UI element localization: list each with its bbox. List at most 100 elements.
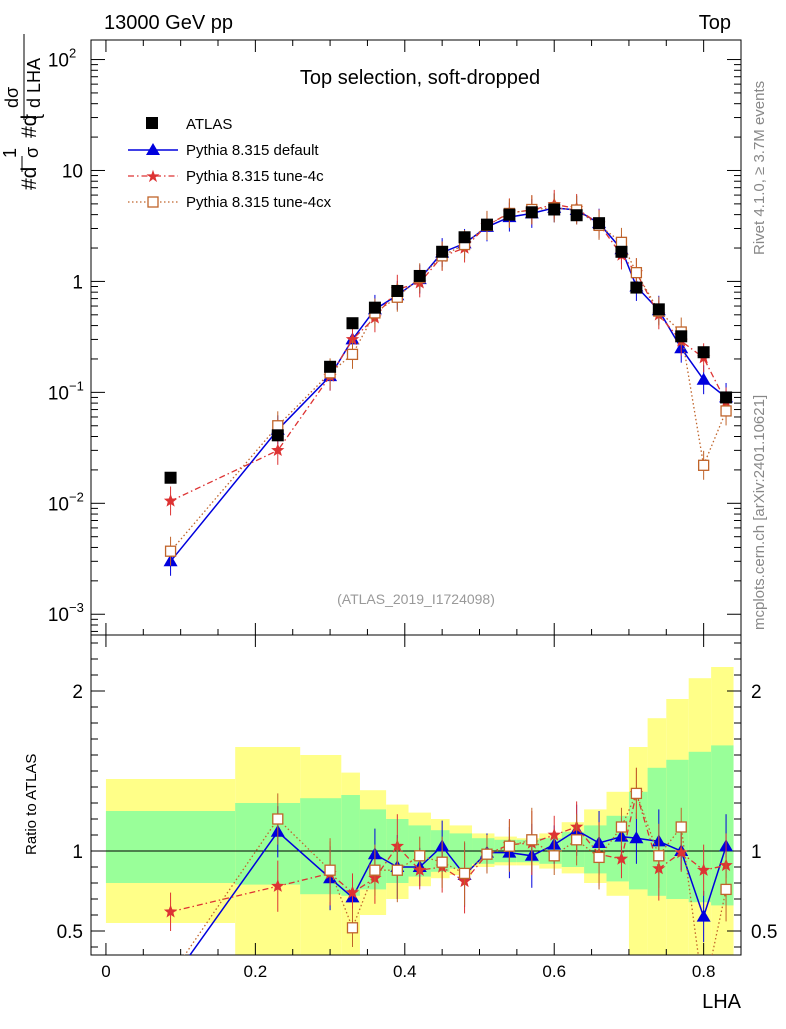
x-axis-label: LHA [702,991,742,1013]
ratio-ylabel: Ratio to ATLAS [23,754,40,855]
y-tick-label: 10 [48,494,69,515]
ratio-y-tick-label: 1 [72,842,83,863]
data-point-atlas [697,346,710,359]
data-point-atlas [368,301,381,314]
ratio-y-tick-label-right: 1 [751,842,762,863]
band-inner-bin [688,751,712,903]
ratio-uncertainty-bands [105,667,734,955]
y-tick-exponent: −3 [69,600,84,615]
data-point-tune4cx [481,848,493,860]
ylabel-brace: { [24,114,44,120]
y-tick-exponent: −2 [69,489,84,504]
ratio-panel-frame [90,634,742,956]
data-point-tune4cx [503,840,516,852]
main-series [163,189,734,576]
data-point-tune4cx [346,348,359,361]
data-point-tune4cx [346,922,359,934]
data-point-tune4c [345,885,360,899]
data-point-tune4cx [272,813,284,825]
band-inner-bin [647,767,667,896]
data-point-tune4cx [324,864,336,876]
data-point-tune4cx [369,864,381,876]
data-point-atlas [503,208,516,221]
legend: ATLAS Pythia 8.315 default ★ Pythia 8.31… [128,116,332,211]
legend-label-default: Pythia 8.315 default [186,142,319,159]
data-point-tune4c [674,845,688,859]
data-point-tune4cx [414,850,426,862]
data-point-tune4cx [548,850,560,862]
data-point-tune4c [697,863,711,876]
header-right: Top [699,12,731,34]
data-point-tune4cx [720,883,732,896]
y-tick-exponent: 2 [69,46,76,61]
y-tick-exponent: −1 [69,378,84,393]
legend-marker-atlas [146,117,158,129]
data-point-default [696,372,711,385]
legend-label-atlas: ATLAS [186,116,232,133]
data-point-atlas [164,471,177,484]
data-point-atlas [480,218,493,231]
data-point-tune4cx [615,821,628,833]
data-point-tune4cx [675,821,687,833]
x-tick-label: 0 [101,962,110,981]
band-inner-bin [341,795,360,896]
data-point-tune4cx [436,856,448,868]
legend-marker-tune4c: ★ [145,167,160,186]
ylabel-dlha: d LHA [24,58,44,108]
band-inner-bin [235,803,301,885]
side-version-label: Rivet 4.1.0, ≥ 3.7M events [751,81,768,255]
data-point-tune4c [271,443,285,456]
data-point-atlas [391,284,404,297]
band-inner-bin [105,811,236,883]
data-point-tune4cx [272,420,284,432]
data-point-atlas [413,269,426,282]
data-point-atlas [346,317,359,330]
data-point-tune4c [345,332,360,346]
data-point-atlas [436,245,449,258]
data-point-tune4cx [164,545,177,557]
y-tick-label: 10 [48,383,69,404]
data-point-tune4c [271,879,285,892]
data-point-tune4c [614,852,629,865]
ratio-y-tick-label: 2 [72,682,83,703]
data-point-atlas [630,281,643,294]
legend-marker-tune4cx [147,196,159,208]
data-point-atlas [652,303,665,316]
ylabel-hash-right: #d [18,115,41,138]
y-tick-label: 10 [48,605,69,626]
data-point-atlas [324,360,337,373]
data-point-tune4cx [526,834,538,846]
data-point-tune4cx [630,787,643,800]
x-tick-label: 0.4 [393,962,417,981]
data-point-tune4c [163,494,178,507]
data-point-atlas [720,391,733,404]
data-point-tune4c [547,828,561,841]
data-point-tune4cx [653,850,665,862]
data-point-atlas [271,429,284,442]
data-point-atlas [548,203,561,216]
main-ylabel: #d 1 σ #d dσ { d LHA [0,34,44,190]
series-line-default [170,207,727,562]
data-point-atlas [525,206,538,219]
ylabel-dsigma: dσ [2,87,22,108]
series-line-tune4c [170,203,727,502]
data-point-tune4cx [720,405,732,417]
chart-title: Top selection, soft-dropped [300,67,540,89]
legend-label-tune4c: Pythia 8.315 tune-4c [186,168,324,185]
series-line-tune4cx [170,207,727,552]
y-tick-label: 10 [62,161,83,182]
ratio-y-tick-label-right: 2 [751,682,762,703]
ratio-series [163,767,734,955]
data-point-tune4cx [570,834,583,846]
side-source-label: mcplots.cern.ch [arXiv:2401.10621] [751,395,768,630]
x-tick-label: 0.8 [692,962,716,981]
data-point-atlas [675,330,688,343]
band-inner-bin [300,798,342,895]
x-tick-label: 0.6 [542,962,566,981]
data-point-tune4cx [630,266,643,279]
x-tick-label: 0.2 [244,962,268,981]
data-point-atlas [570,209,583,222]
